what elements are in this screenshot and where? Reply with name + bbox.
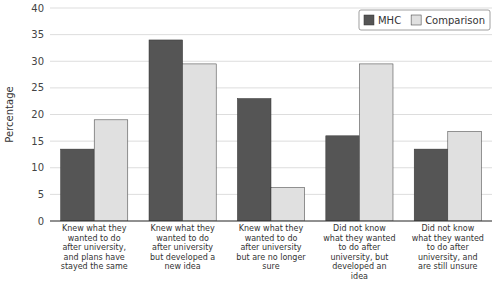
- bar: [448, 132, 482, 221]
- y-tick-label: 10: [31, 162, 44, 173]
- grid-line: [50, 34, 492, 35]
- bar: [326, 136, 360, 221]
- legend-label: Comparison: [425, 15, 485, 26]
- y-tick-label: 25: [31, 82, 44, 93]
- bar: [183, 64, 217, 221]
- x-tick-label: Did not knowwhat they wantedto do afteru…: [412, 224, 484, 271]
- legend-label: MHC: [378, 15, 401, 26]
- bars: [61, 40, 482, 221]
- bar: [271, 187, 305, 221]
- y-tick-label: 5: [38, 189, 44, 200]
- y-tick-label: 20: [31, 109, 44, 120]
- x-tick-label: Did not knowwhat they wantedto do afteru…: [323, 224, 395, 281]
- legend-swatch: [364, 15, 374, 25]
- bar: [359, 64, 393, 221]
- grid-line: [50, 221, 492, 222]
- y-tick-label: 35: [31, 29, 44, 40]
- grid-line: [50, 8, 492, 9]
- bar: [414, 149, 448, 221]
- bar: [237, 99, 271, 221]
- grid-line: [50, 61, 492, 62]
- y-axis-label: Percentage: [4, 86, 15, 142]
- bar: [149, 40, 183, 221]
- legend-swatch: [411, 15, 421, 25]
- bar: [61, 149, 95, 221]
- y-tick-label: 15: [31, 136, 44, 147]
- chart: 0 5 10 15 20 25 30 35 40 Percentage Knew what they…: [0, 0, 500, 287]
- legend-box: [359, 10, 490, 30]
- bar: [94, 120, 128, 221]
- grid: [50, 8, 492, 221]
- legend: MHC Comparison: [359, 10, 490, 30]
- grid-line: [50, 87, 492, 88]
- y-tick-label: 0: [38, 216, 44, 227]
- x-tick-label: Knew what theywanted to doafter universi…: [236, 224, 306, 271]
- x-axis-line: [50, 221, 492, 222]
- y-tick-label: 40: [31, 3, 44, 14]
- y-tick-label: 30: [31, 56, 44, 67]
- x-tick-label: Knew what theywanted to doafter universi…: [61, 224, 128, 271]
- x-tick-label: Knew what theywanted to doafter universi…: [150, 224, 215, 271]
